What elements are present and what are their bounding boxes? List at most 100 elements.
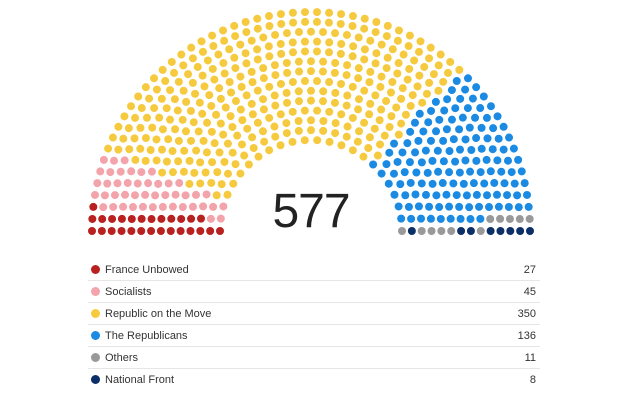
seat-the-republicans [465,123,474,132]
seat-republic-on-the-move [377,72,386,81]
seat-republic-on-the-move [307,126,315,135]
seat-republic-on-the-move [325,38,334,47]
seat-the-republicans [411,148,420,157]
legend-swatch-republic-on-the-move [91,309,100,318]
seat-republic-on-the-move [353,137,362,146]
seat-republic-on-the-move [248,78,257,87]
seat-the-republicans [483,134,492,143]
seat-republic-on-the-move [271,132,280,141]
seat-republic-on-the-move [104,144,113,153]
seat-republic-on-the-move [364,144,373,153]
seat-france-unbowed [98,215,107,224]
seat-republic-on-the-move [294,117,303,125]
legend-swatch-others [91,353,100,362]
seat-republic-on-the-move [348,22,357,31]
seat-the-republicans [469,179,478,188]
seat-republic-on-the-move [248,133,257,142]
seat-france-unbowed [88,227,96,235]
seat-republic-on-the-move [185,179,194,188]
seat-republic-on-the-move [325,8,334,17]
seat-republic-on-the-move [394,26,403,35]
seat-republic-on-the-move [192,146,201,155]
seat-the-republicans [489,124,498,133]
seat-the-republicans [415,109,424,118]
seat-republic-on-the-move [307,67,315,76]
seat-socialists [123,178,132,187]
seat-the-republicans [482,113,491,122]
seat-republic-on-the-move [254,152,263,161]
seat-republic-on-the-move [271,30,280,39]
seat-socialists [93,179,102,188]
seat-republic-on-the-move [189,118,198,127]
seat-republic-on-the-move [233,131,242,140]
seat-republic-on-the-move [376,82,385,91]
seat-the-republicans [405,158,414,167]
seat-republic-on-the-move [158,65,167,74]
seat-national-front [516,227,525,235]
seat-republic-on-the-move [415,71,424,80]
seat-the-republicans [439,157,448,166]
seat-republic-on-the-move [141,156,150,165]
seat-republic-on-the-move [360,86,369,95]
seat-the-republicans [410,118,419,127]
seat-republic-on-the-move [399,50,408,59]
seat-the-republicans [411,190,420,199]
seat-socialists [175,179,184,188]
seat-republic-on-the-move [354,33,363,42]
seat-republic-on-the-move [371,91,380,100]
seat-the-republicans [471,113,480,122]
seat-republic-on-the-move [282,88,291,97]
seat-republic-on-the-move [213,168,222,177]
seat-republic-on-the-move [359,152,368,161]
seat-republic-on-the-move [247,99,256,108]
seat-the-republicans [486,167,495,176]
seat-republic-on-the-move [337,110,346,119]
seat-france-unbowed [127,227,136,235]
seat-republic-on-the-move [294,97,303,106]
seat-republic-on-the-move [146,145,155,154]
seat-republic-on-the-move [237,140,246,149]
seat-national-front [486,227,495,235]
legend-name-others: Others [105,352,139,364]
seat-republic-on-the-move [253,14,262,23]
seat-republic-on-the-move [425,78,434,87]
seat-france-unbowed [137,227,146,235]
seat-republic-on-the-move [405,31,414,40]
seat-republic-on-the-move [439,77,448,86]
seat-france-unbowed [117,227,126,235]
seat-the-republicans [404,202,413,211]
seat-republic-on-the-move [331,129,340,138]
seat-republic-on-the-move [148,123,157,132]
seat-the-republicans [424,118,433,127]
seat-the-republicans [503,191,512,200]
seat-republic-on-the-move [186,106,195,115]
seat-the-republicans [423,168,432,177]
seat-republic-on-the-move [446,57,455,66]
seat-the-republicans [479,92,488,101]
seat-the-republicans [488,145,497,154]
seat-republic-on-the-move [276,110,285,119]
seat-republic-on-the-move [170,68,179,77]
seat-the-republicans [377,169,386,178]
seat-socialists [168,202,177,211]
seat-republic-on-the-move [242,59,251,68]
seat-republic-on-the-move [312,17,321,26]
seat-republic-on-the-move [124,124,133,133]
seat-the-republicans [504,202,513,211]
seat-the-republicans [451,104,460,113]
seat-republic-on-the-move [375,116,384,125]
seat-republic-on-the-move [354,74,363,83]
seat-others [417,227,426,235]
seat-republic-on-the-move [228,122,237,131]
seat-the-republicans [421,146,430,155]
seat-the-republicans [397,214,406,223]
seat-socialists [96,167,105,176]
seat-socialists [90,190,99,199]
seat-republic-on-the-move [260,137,269,146]
seat-the-republicans [500,179,509,188]
seat-republic-on-the-move [276,10,285,19]
seat-the-republicans [432,191,441,200]
seat-republic-on-the-move [265,52,274,61]
seat-republic-on-the-move [408,91,417,100]
seat-republic-on-the-move [167,57,176,66]
